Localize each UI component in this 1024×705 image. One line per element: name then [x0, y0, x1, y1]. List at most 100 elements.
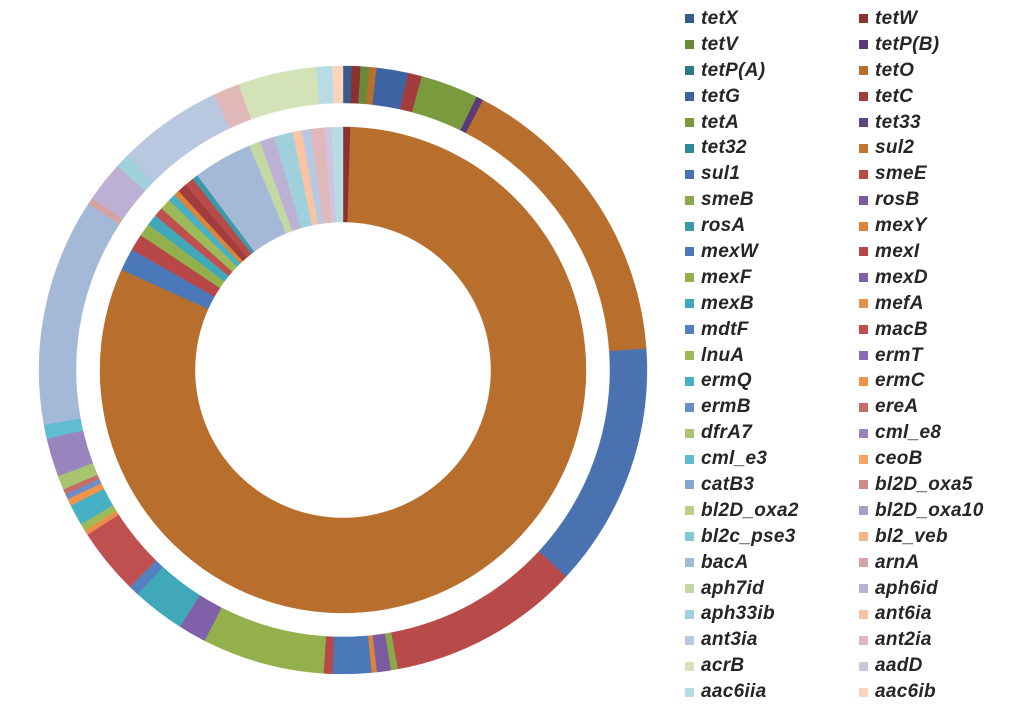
legend-label: ermQ [701, 370, 752, 392]
legend-item: ermT [859, 343, 1024, 369]
legend-label: tetG [701, 85, 741, 107]
legend-item: tetP(A) [685, 58, 859, 84]
legend-label: bl2D_oxa10 [875, 499, 984, 521]
legend-swatch [685, 273, 694, 283]
legend-item: aph7id [685, 576, 859, 602]
legend-swatch [859, 402, 868, 412]
legend-swatch [859, 169, 868, 179]
legend-swatch [685, 195, 694, 205]
legend-swatch [859, 66, 868, 76]
legend-item: ereA [859, 394, 1024, 420]
legend-item: ermQ [685, 368, 859, 394]
legend-label: ceoB [875, 448, 923, 470]
legend-label: mexW [701, 240, 759, 262]
legend-label: bl2D_oxa2 [701, 499, 799, 521]
legend-label: tet33 [875, 111, 921, 133]
legend-label: smeB [701, 189, 754, 211]
legend-label: macB [875, 318, 928, 340]
legend-label: rosB [875, 189, 920, 211]
legend-item: tetX [685, 6, 859, 32]
legend-item: aac6iia [685, 679, 859, 705]
legend-label: mexD [875, 266, 928, 288]
legend-label: mdtF [701, 318, 749, 340]
legend-item: ermC [859, 368, 1024, 394]
outer-ring-slice-mexF [204, 607, 327, 674]
legend-swatch [859, 558, 868, 568]
legend-label: bl2_veb [875, 525, 948, 547]
legend-label: tetP(B) [875, 33, 940, 55]
legend-swatch [859, 454, 868, 464]
legend-swatch [685, 376, 694, 386]
legend-item: rosA [685, 213, 859, 239]
legend-item: ant3ia [685, 627, 859, 653]
legend-label: mexF [701, 266, 752, 288]
legend-item: ceoB [859, 446, 1024, 472]
legend-swatch [685, 558, 694, 568]
chart-legend: tetX tetW tetV tetP(B) tetP(A) tetO tetG tetC te… [685, 6, 1024, 702]
legend-swatch [859, 506, 868, 516]
inner-ring-slice-aac6iia [331, 126, 344, 223]
legend-item: mexF [685, 265, 859, 291]
donut-chart [38, 65, 648, 675]
legend-swatch [685, 351, 694, 361]
legend-item: mexI [859, 239, 1024, 265]
legend-label: ermT [875, 344, 923, 366]
inner-ring-slice-tetO [99, 126, 587, 614]
legend-item: tet32 [685, 135, 859, 161]
legend-label: mefA [875, 292, 924, 314]
legend-label: aac6iia [701, 681, 767, 703]
legend-swatch [859, 299, 868, 309]
legend-label: bacA [701, 551, 749, 573]
legend-swatch [859, 609, 868, 619]
legend-item: mexY [859, 213, 1024, 239]
legend-label: tetC [875, 85, 914, 107]
legend-label: mexY [875, 215, 927, 237]
legend-label: tetW [875, 7, 918, 29]
legend-item: lnuA [685, 343, 859, 369]
legend-swatch [859, 687, 868, 697]
legend-item: tetC [859, 84, 1024, 110]
legend-label: smeE [875, 163, 927, 185]
legend-label: rosA [701, 215, 746, 237]
legend-swatch [685, 14, 694, 24]
legend-item: aph6id [859, 576, 1024, 602]
legend-item: bl2D_oxa5 [859, 472, 1024, 498]
legend-label: ermB [701, 396, 751, 418]
legend-label: tetV [701, 33, 739, 55]
legend-item: bl2c_pse3 [685, 524, 859, 550]
legend-item: arnA [859, 550, 1024, 576]
legend-swatch [685, 506, 694, 516]
outer-ring-slice-aac6iia [316, 65, 334, 105]
legend-item: aadD [859, 653, 1024, 679]
legend-item: bl2D_oxa2 [685, 498, 859, 524]
legend-swatch [859, 221, 868, 231]
legend-item: smeB [685, 187, 859, 213]
legend-label: catB3 [701, 473, 755, 495]
legend-swatch [685, 661, 694, 671]
legend-label: tetO [875, 59, 915, 81]
legend-swatch [685, 428, 694, 438]
legend-item: mexW [685, 239, 859, 265]
legend-swatch [685, 92, 694, 102]
legend-item: cml_e8 [859, 420, 1024, 446]
legend-label: ant3ia [701, 629, 758, 651]
legend-swatch [859, 92, 868, 102]
legend-swatch [859, 247, 868, 257]
legend-swatch [859, 195, 868, 205]
legend-item: mdtF [685, 317, 859, 343]
legend-swatch [859, 532, 868, 542]
legend-label: aph33ib [701, 603, 775, 625]
legend-label: bl2D_oxa5 [875, 473, 973, 495]
legend-swatch [685, 325, 694, 335]
legend-swatch [859, 428, 868, 438]
legend-item: tetG [685, 84, 859, 110]
legend-item: mexD [859, 265, 1024, 291]
legend-item: mexB [685, 291, 859, 317]
legend-item: catB3 [685, 472, 859, 498]
legend-label: arnA [875, 551, 920, 573]
outer-ring-slice-mexW [332, 635, 372, 675]
legend-label: sul1 [701, 163, 741, 185]
legend-item: mefA [859, 291, 1024, 317]
legend-label: ereA [875, 396, 919, 418]
legend-item: cml_e3 [685, 446, 859, 472]
